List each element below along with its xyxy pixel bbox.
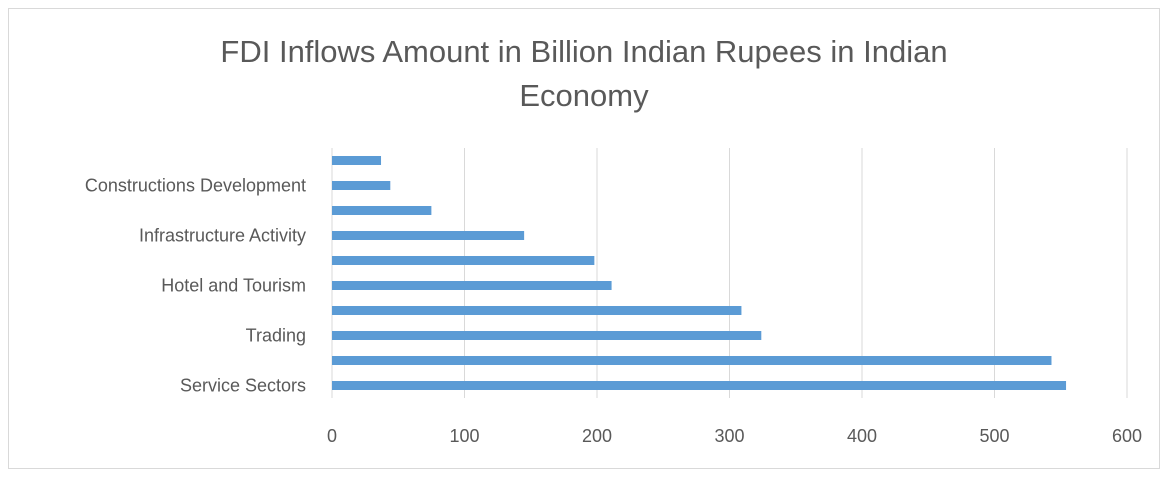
x-tick-label: 500: [979, 426, 1009, 446]
bars: [332, 156, 1067, 390]
category-label: Trading: [246, 326, 306, 346]
category-label: Hotel and Tourism: [161, 276, 306, 296]
x-tick-label: 0: [327, 426, 337, 446]
bar: [332, 281, 612, 290]
bar: [332, 256, 595, 265]
category-label: Infrastructure Activity: [139, 226, 306, 246]
category-label: Constructions Development: [85, 176, 306, 196]
bar: [332, 381, 1067, 390]
chart-frame: [8, 8, 1160, 469]
bar: [332, 181, 391, 190]
category-labels: Service Sectors Trading Hotel and Tourism I…: [85, 176, 306, 396]
chart-title: FDI Inflows Amount in Billion Indian Rup…: [220, 34, 948, 113]
x-tick-label: 100: [449, 426, 479, 446]
bar: [332, 331, 762, 340]
category-label: Service Sectors: [180, 376, 306, 396]
bar: [332, 206, 432, 215]
x-tick-label: 300: [714, 426, 744, 446]
bar: [332, 356, 1052, 365]
x-tick-label: 600: [1112, 426, 1142, 446]
x-tick-label: 200: [582, 426, 612, 446]
bar: [332, 306, 742, 315]
bar: [332, 156, 382, 165]
x-tick-label: 400: [847, 426, 877, 446]
x-tick-labels: 0 100 200 300 400 500 600: [327, 426, 1142, 446]
bar: [332, 231, 525, 240]
